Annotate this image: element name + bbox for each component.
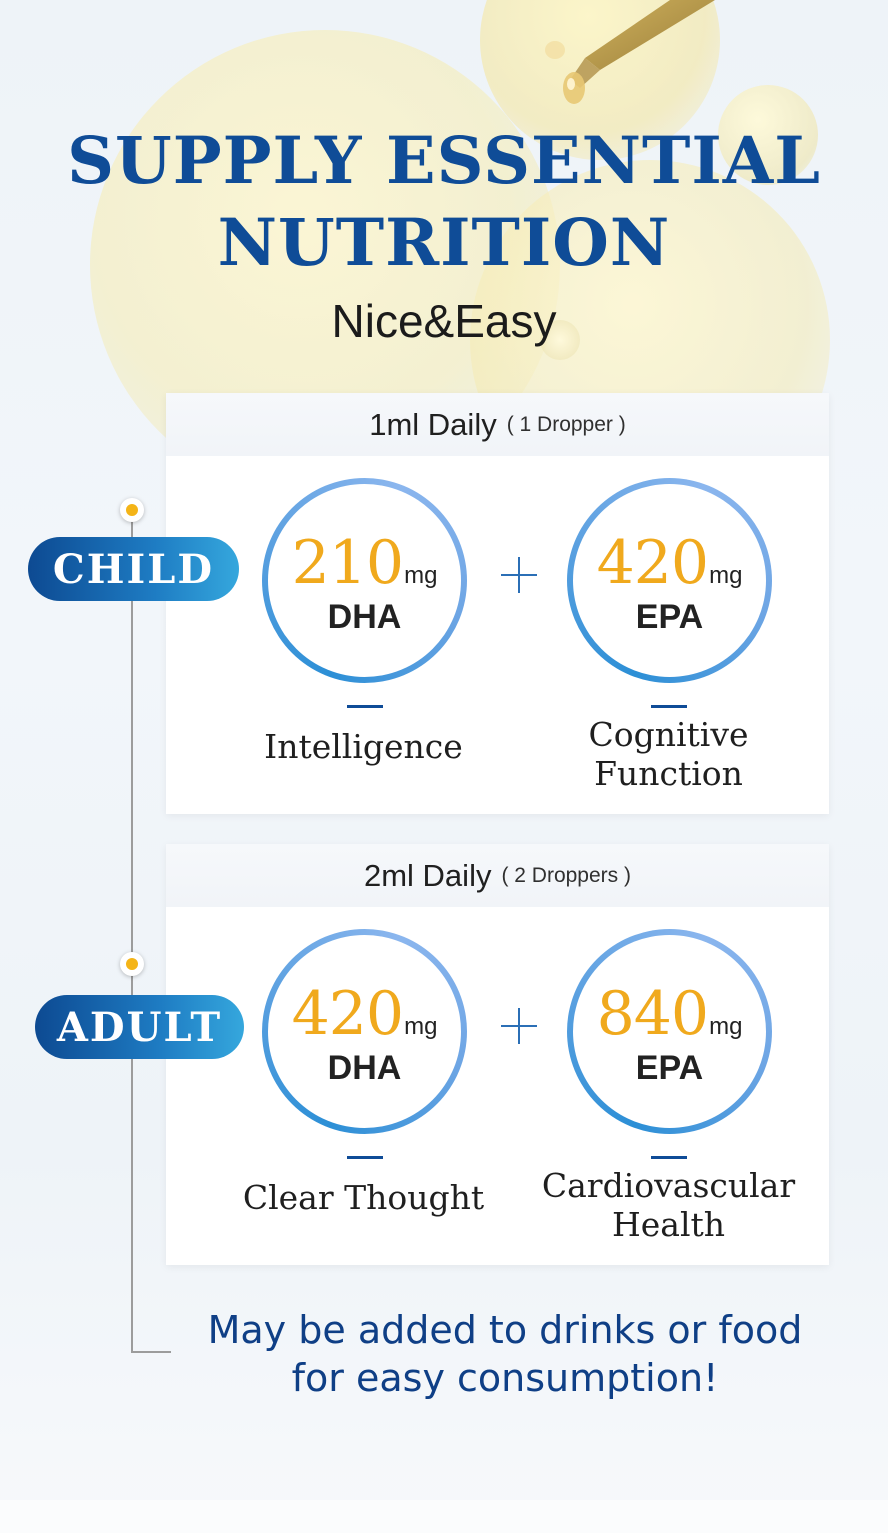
divider-dash <box>347 705 383 708</box>
amount-value: 420 <box>291 979 405 1049</box>
dosage-card-child: 1ml Daily ( 1 Dropper ) 210mg DHA 420mg … <box>166 393 829 814</box>
dose-label: 1ml Daily <box>369 406 497 442</box>
timeline-line <box>131 510 133 1353</box>
divider-dash <box>651 1156 687 1159</box>
amount-unit: mg <box>709 1013 743 1040</box>
oil-bubble <box>718 85 818 185</box>
plus-icon <box>497 1004 541 1048</box>
footer-strip <box>0 1500 888 1533</box>
amount-value: 840 <box>596 979 710 1049</box>
nutrient-name: DHA <box>327 598 402 636</box>
timeline-dot-icon <box>120 498 144 522</box>
benefit-text: Intelligence <box>264 727 463 766</box>
amount-value: 210 <box>291 528 405 598</box>
benefit-text: Cardiovascular Health <box>541 1166 796 1244</box>
card-header: 2ml Daily ( 2 Droppers ) <box>166 844 829 907</box>
plus-icon <box>497 553 541 597</box>
benefit-text: Clear Thought <box>242 1178 485 1217</box>
group-label-adult: ADULT <box>35 995 244 1059</box>
footer-note: May be added to drinks or food for easy … <box>160 1306 850 1402</box>
nutrient-circle-dha: 210mg DHA <box>262 478 467 683</box>
divider-dash <box>651 705 687 708</box>
amount-value: 420 <box>596 528 710 598</box>
divider-dash <box>347 1156 383 1159</box>
nutrient-name: EPA <box>635 1049 704 1087</box>
dose-note: ( 2 Droppers ) <box>501 863 631 887</box>
card-header: 1ml Daily ( 1 Dropper ) <box>166 393 829 456</box>
footer-line2: for easy consumption! <box>291 1356 719 1400</box>
amount-unit: mg <box>404 562 438 589</box>
dropper-icon <box>545 0 715 104</box>
group-label-child: CHILD <box>28 537 239 601</box>
dose-note: ( 1 Dropper ) <box>506 412 626 436</box>
oil-bubble <box>540 320 580 360</box>
nutrient-name: EPA <box>635 598 704 636</box>
page-title-line2: NUTRITION <box>217 205 671 281</box>
nutrient-name: DHA <box>327 1049 402 1087</box>
amount-unit: mg <box>404 1013 438 1040</box>
nutrient-circle-epa: 420mg EPA <box>567 478 772 683</box>
page-title-line1: SUPPLY ESSENTIAL <box>67 123 821 199</box>
dosage-card-adult: 2ml Daily ( 2 Droppers ) 420mg DHA 840mg… <box>166 844 829 1265</box>
timeline-foot <box>131 1351 171 1353</box>
page-subtitle: Nice&Easy <box>331 295 557 347</box>
timeline-dot-icon <box>120 952 144 976</box>
footer-line1: May be added to drinks or food <box>207 1308 803 1352</box>
dose-label: 2ml Daily <box>363 857 492 893</box>
amount-unit: mg <box>709 562 743 589</box>
nutrient-circle-dha: 420mg DHA <box>262 929 467 1134</box>
nutrient-circle-epa: 840mg EPA <box>567 929 772 1134</box>
benefit-text: Cognitive Function <box>588 715 749 793</box>
